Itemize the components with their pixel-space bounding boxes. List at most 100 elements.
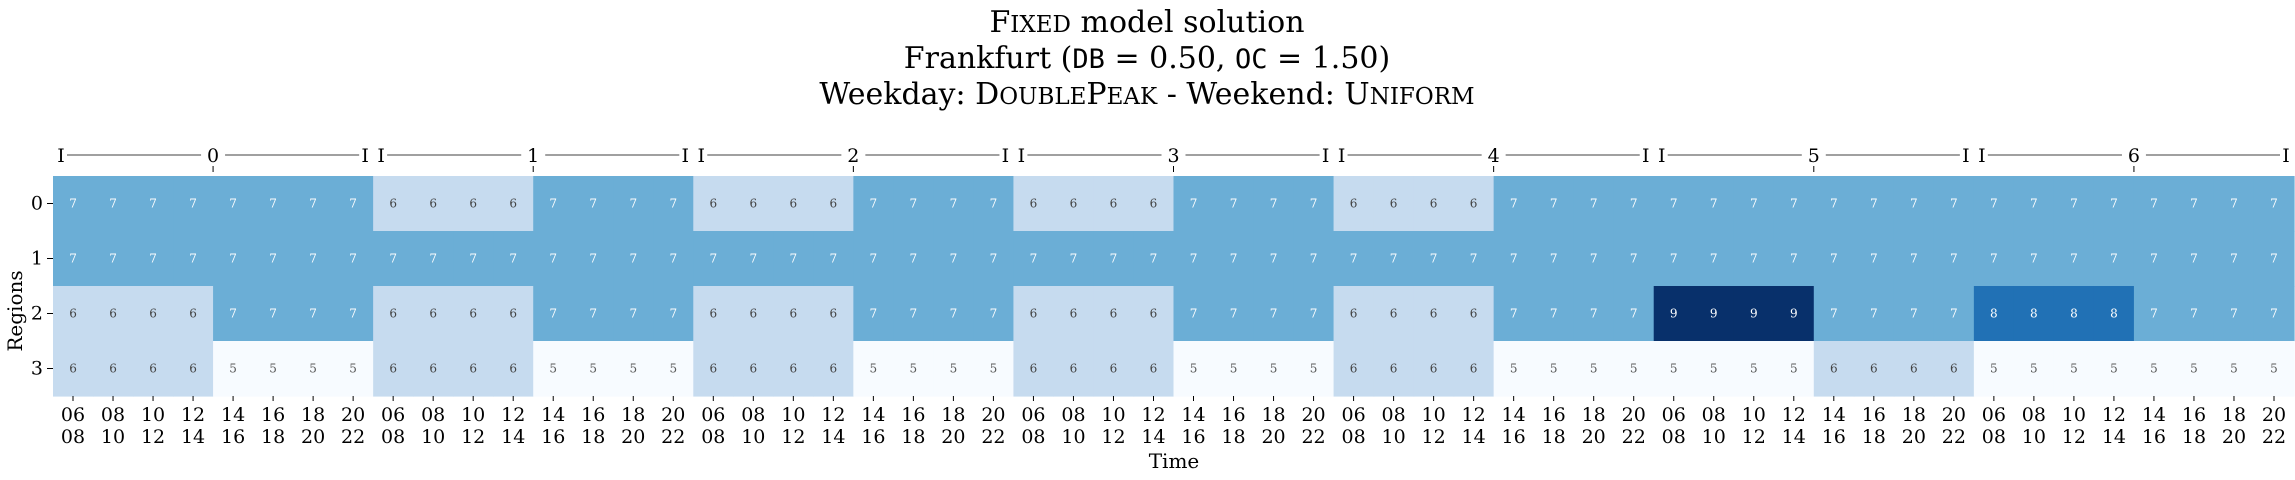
cell-value-label: 6 xyxy=(749,307,757,321)
cell-value-label: 5 xyxy=(1270,362,1278,376)
heatmap-cell xyxy=(733,231,774,287)
cell-value-label: 7 xyxy=(1270,307,1278,321)
heatmap-cell xyxy=(1053,176,1095,232)
cell-value-label: 7 xyxy=(1950,252,1958,266)
cell-value-label: 7 xyxy=(950,197,958,211)
time-tick-label-end: 22 xyxy=(981,426,1005,448)
heatmap-cell xyxy=(2093,176,2135,232)
heatmap-cell xyxy=(1893,341,1935,397)
time-tick-label-end: 16 xyxy=(1502,426,1526,448)
time-tick-label-end: 14 xyxy=(1782,426,1806,448)
time-tick-label-end: 20 xyxy=(1261,426,1285,448)
time-tick-label-end: 22 xyxy=(1301,426,1325,448)
heatmap-cell xyxy=(973,286,1015,342)
cell-value-label: 7 xyxy=(269,307,277,321)
cell-value-label: 7 xyxy=(2150,197,2158,211)
heatmap-cell xyxy=(813,286,854,342)
cell-value-label: 7 xyxy=(309,252,317,266)
heatmap-cell xyxy=(933,176,975,232)
heatmap-cell xyxy=(1213,176,1255,232)
heatmap-cell xyxy=(2213,231,2255,287)
cell-value-label: 7 xyxy=(549,307,557,321)
heatmap-cell xyxy=(2053,231,2095,287)
heatmap-cell xyxy=(653,341,694,397)
time-tick-label-end: 08 xyxy=(1341,426,1365,448)
heatmap-cell xyxy=(2173,341,2215,397)
cell-value-label: 7 xyxy=(1710,252,1718,266)
cell-value-label: 7 xyxy=(1190,197,1198,211)
heatmap-cell xyxy=(173,231,214,287)
cell-value-label: 7 xyxy=(910,252,918,266)
cell-value-label: 7 xyxy=(109,252,117,266)
cell-value-label: 6 xyxy=(429,197,437,211)
time-tick-label-end: 12 xyxy=(781,426,805,448)
heatmap-cell xyxy=(533,286,574,342)
cell-value-label: 7 xyxy=(229,197,237,211)
cell-value-label: 6 xyxy=(69,307,77,321)
cell-value-label: 6 xyxy=(1430,197,1438,211)
heatmap-cell xyxy=(213,176,254,232)
heatmap-cell xyxy=(133,176,174,232)
row-tick-label: 1 xyxy=(31,248,43,270)
heatmap-cell xyxy=(1293,341,1335,397)
cell-value-label: 5 xyxy=(2110,362,2118,376)
heatmap-cell xyxy=(1053,341,1095,397)
heatmap-cell xyxy=(1253,341,1295,397)
heatmap-cell xyxy=(1253,176,1295,232)
heatmap-cell xyxy=(1533,286,1575,342)
cell-value-label: 5 xyxy=(1670,362,1678,376)
heatmap-cell xyxy=(293,176,334,232)
cell-value-label: 7 xyxy=(1910,197,1918,211)
heatmap-cell xyxy=(1093,341,1135,397)
heatmap-cell xyxy=(573,231,614,287)
cell-value-label: 7 xyxy=(2070,252,2078,266)
heatmap-cell xyxy=(1373,231,1415,287)
heatmap-cell xyxy=(253,286,294,342)
cell-value-label: 9 xyxy=(1710,307,1718,321)
heatmap-cell xyxy=(1413,286,1455,342)
cell-value-label: 7 xyxy=(629,197,637,211)
cell-value-label: 6 xyxy=(790,362,798,376)
time-tick-label-start: 08 xyxy=(1382,404,1406,426)
cell-value-label: 5 xyxy=(549,362,557,376)
heatmap-cell xyxy=(1293,286,1335,342)
cell-value-label: 7 xyxy=(870,252,878,266)
heatmap-cell xyxy=(1853,176,1895,232)
time-tick-label-end: 22 xyxy=(1942,426,1966,448)
cell-value-label: 7 xyxy=(1110,252,1118,266)
heatmap-cell xyxy=(1453,341,1495,397)
time-tick-label-end: 08 xyxy=(701,426,725,448)
cell-value-label: 5 xyxy=(1710,362,1718,376)
cell-value-label: 6 xyxy=(1350,307,1358,321)
cell-value-label: 7 xyxy=(1510,252,1518,266)
cell-value-label: 8 xyxy=(1990,307,1998,321)
heatmap-cell xyxy=(1773,176,1815,232)
heatmap-cell xyxy=(53,341,94,397)
cell-value-label: 5 xyxy=(2230,362,2238,376)
cell-value-label: 6 xyxy=(1390,197,1398,211)
heatmap-cell xyxy=(853,176,894,232)
cell-value-label: 6 xyxy=(830,362,838,376)
heatmap-cell xyxy=(1653,176,1695,232)
cell-value-label: 7 xyxy=(349,307,357,321)
cell-value-label: 7 xyxy=(549,197,557,211)
cell-value-label: 7 xyxy=(2190,197,2198,211)
heatmap-cell xyxy=(933,231,975,287)
heatmap-cell xyxy=(1533,176,1575,232)
cell-value-label: 7 xyxy=(669,307,677,321)
cell-value-label: 7 xyxy=(990,197,998,211)
heatmap-cell xyxy=(413,286,454,342)
time-tick-label-end: 14 xyxy=(1141,426,1165,448)
heatmap-cell xyxy=(1213,341,1255,397)
heatmap-cell xyxy=(453,286,494,342)
cell-value-label: 6 xyxy=(1150,362,1158,376)
cell-value-label: 6 xyxy=(509,307,517,321)
time-tick-label-end: 22 xyxy=(2262,426,2286,448)
time-tick-label-end: 18 xyxy=(901,426,925,448)
time-tick-label-start: 18 xyxy=(2222,404,2246,426)
heatmap-cell xyxy=(893,286,934,342)
heatmap-cell xyxy=(1133,286,1175,342)
heatmap-cell xyxy=(613,176,654,232)
cell-value-label: 6 xyxy=(469,307,477,321)
heatmap-cell xyxy=(53,231,94,287)
